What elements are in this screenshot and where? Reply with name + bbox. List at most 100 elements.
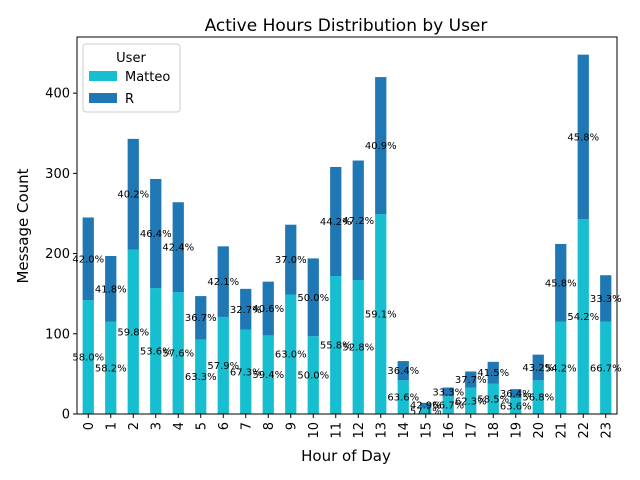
pct-label-r-hour-3: 46.4% (140, 229, 172, 240)
bar-r-hour-1 (105, 255, 117, 322)
pct-label-matteo-hour-19: 63.6% (500, 401, 532, 412)
x-tick-label-2: 2 (127, 422, 142, 430)
pct-label-r-hour-14: 36.4% (387, 366, 419, 377)
y-tick-label-300: 300 (45, 167, 70, 182)
bar-matteo-hour-1 (105, 321, 117, 414)
pct-label-matteo-hour-23: 66.7% (590, 363, 622, 374)
bar-r-hour-13 (375, 77, 387, 215)
y-tick-label-400: 400 (45, 87, 70, 102)
x-tick-label-3: 3 (149, 422, 164, 430)
x-tick-label-4: 4 (172, 422, 187, 430)
bar-matteo-hour-20 (532, 380, 544, 414)
pct-label-r-hour-5: 36.7% (185, 313, 217, 324)
bar-r-hour-17 (465, 371, 477, 388)
bar-matteo-hour-15 (420, 407, 432, 414)
x-tick-label-8: 8 (262, 422, 277, 430)
pct-label-matteo-hour-17: 62.3% (455, 396, 487, 407)
pct-label-r-hour-23: 33.3% (590, 294, 622, 305)
x-tick-label-19: 19 (509, 422, 524, 439)
pct-label-matteo-hour-16: 66.7% (432, 401, 464, 412)
pct-label-r-hour-11: 44.2% (320, 217, 352, 228)
pct-label-r-hour-20: 43.2% (522, 363, 554, 374)
x-tick-label-15: 15 (419, 422, 434, 439)
legend-label-matteo: Matteo (125, 70, 170, 85)
bar-matteo-hour-0 (82, 300, 94, 414)
x-tick-label-22: 22 (577, 422, 592, 439)
pct-label-matteo-hour-7: 67.3% (230, 367, 262, 378)
x-tick-label-5: 5 (194, 422, 209, 430)
pct-label-matteo-hour-5: 63.3% (185, 372, 217, 383)
pct-label-r-hour-12: 47.2% (342, 216, 374, 227)
pct-label-matteo-hour-22: 54.2% (567, 312, 599, 323)
pct-label-matteo-hour-10: 50.0% (297, 371, 329, 382)
pct-label-matteo-hour-0: 58.0% (72, 353, 104, 364)
bar-r-hour-0 (82, 217, 94, 301)
bar-matteo-hour-2 (127, 249, 139, 414)
pct-label-r-hour-4: 42.4% (162, 243, 194, 254)
pct-label-r-hour-2: 40.2% (117, 190, 149, 201)
bar-matteo-hour-11 (330, 276, 342, 414)
pct-label-matteo-hour-12: 52.8% (342, 343, 374, 354)
bar-r-hour-16 (442, 387, 454, 397)
pct-label-matteo-hour-8: 59.4% (252, 370, 284, 381)
legend-label-r: R (125, 92, 134, 107)
x-tick-label-18: 18 (487, 422, 502, 439)
x-axis-label: Hour of Day (301, 447, 391, 465)
bar-r-hour-18 (487, 361, 499, 384)
pct-label-r-hour-19: 36.4% (500, 389, 532, 400)
x-tick-label-17: 17 (464, 422, 479, 439)
bar-matteo-hour-10 (307, 336, 319, 414)
legend-swatch-r (89, 93, 117, 103)
x-tick-label-9: 9 (284, 422, 299, 430)
legend-swatch-matteo (89, 71, 117, 81)
y-tick-label-200: 200 (45, 247, 70, 262)
bar-matteo-hour-18 (487, 383, 499, 414)
pct-label-matteo-hour-13: 59.1% (365, 310, 397, 321)
pct-label-r-hour-13: 40.9% (365, 141, 397, 152)
x-tick-label-14: 14 (397, 422, 412, 439)
bar-matteo-hour-7 (240, 329, 252, 414)
pct-label-r-hour-18: 41.5% (477, 368, 509, 379)
bar-matteo-hour-17 (465, 387, 477, 414)
pct-label-r-hour-7: 32.7% (230, 305, 262, 316)
pct-label-r-hour-0: 42.0% (72, 254, 104, 265)
y-tick-label-100: 100 (45, 327, 70, 342)
bar-r-hour-6 (217, 246, 229, 317)
bar-r-hour-22 (577, 54, 589, 220)
y-tick-label-0: 0 (62, 408, 70, 423)
pct-label-matteo-hour-9: 63.0% (275, 350, 307, 361)
bar-matteo-hour-13 (375, 214, 387, 414)
x-tick-label-11: 11 (329, 422, 344, 439)
pct-label-r-hour-8: 40.6% (252, 304, 284, 315)
plot-frame (76, 36, 618, 415)
x-tick-label-12: 12 (352, 422, 367, 439)
bar-r-hour-9 (285, 224, 297, 295)
bar-matteo-hour-16 (442, 396, 454, 414)
bar-r-hour-7 (240, 288, 252, 330)
bar-matteo-hour-14 (397, 380, 409, 414)
x-tick-label-0: 0 (82, 422, 97, 430)
pct-label-r-hour-9: 37.0% (275, 255, 307, 266)
x-tick-label-21: 21 (554, 422, 569, 439)
bar-matteo-hour-12 (352, 280, 364, 414)
pct-label-matteo-hour-2: 59.8% (117, 327, 149, 338)
pct-label-matteo-hour-20: 56.8% (522, 393, 554, 404)
pct-label-r-hour-1: 41.8% (95, 284, 127, 295)
bar-r-hour-5 (195, 296, 207, 340)
pct-label-matteo-hour-4: 57.6% (162, 349, 194, 360)
pct-label-r-hour-10: 50.0% (297, 293, 329, 304)
bar-r-hour-14 (397, 361, 409, 381)
plot-area: 58.0%42.0%058.2%41.8%159.8%40.2%253.6%46… (45, 54, 622, 439)
legend-title: User (116, 51, 146, 66)
pct-label-r-hour-22: 45.8% (567, 132, 599, 143)
bar-matteo-hour-23 (600, 321, 612, 414)
pct-label-matteo-hour-1: 58.2% (95, 363, 127, 374)
bar-matteo-hour-3 (150, 288, 162, 414)
bar-matteo-hour-5 (195, 339, 207, 414)
pct-label-matteo-hour-15: 57.1% (410, 406, 442, 417)
bar-r-hour-12 (352, 160, 364, 281)
bar-matteo-hour-8 (262, 335, 274, 414)
pct-label-matteo-hour-6: 57.9% (207, 361, 239, 372)
x-tick-label-1: 1 (104, 422, 119, 430)
bar-r-hour-3 (150, 178, 162, 289)
